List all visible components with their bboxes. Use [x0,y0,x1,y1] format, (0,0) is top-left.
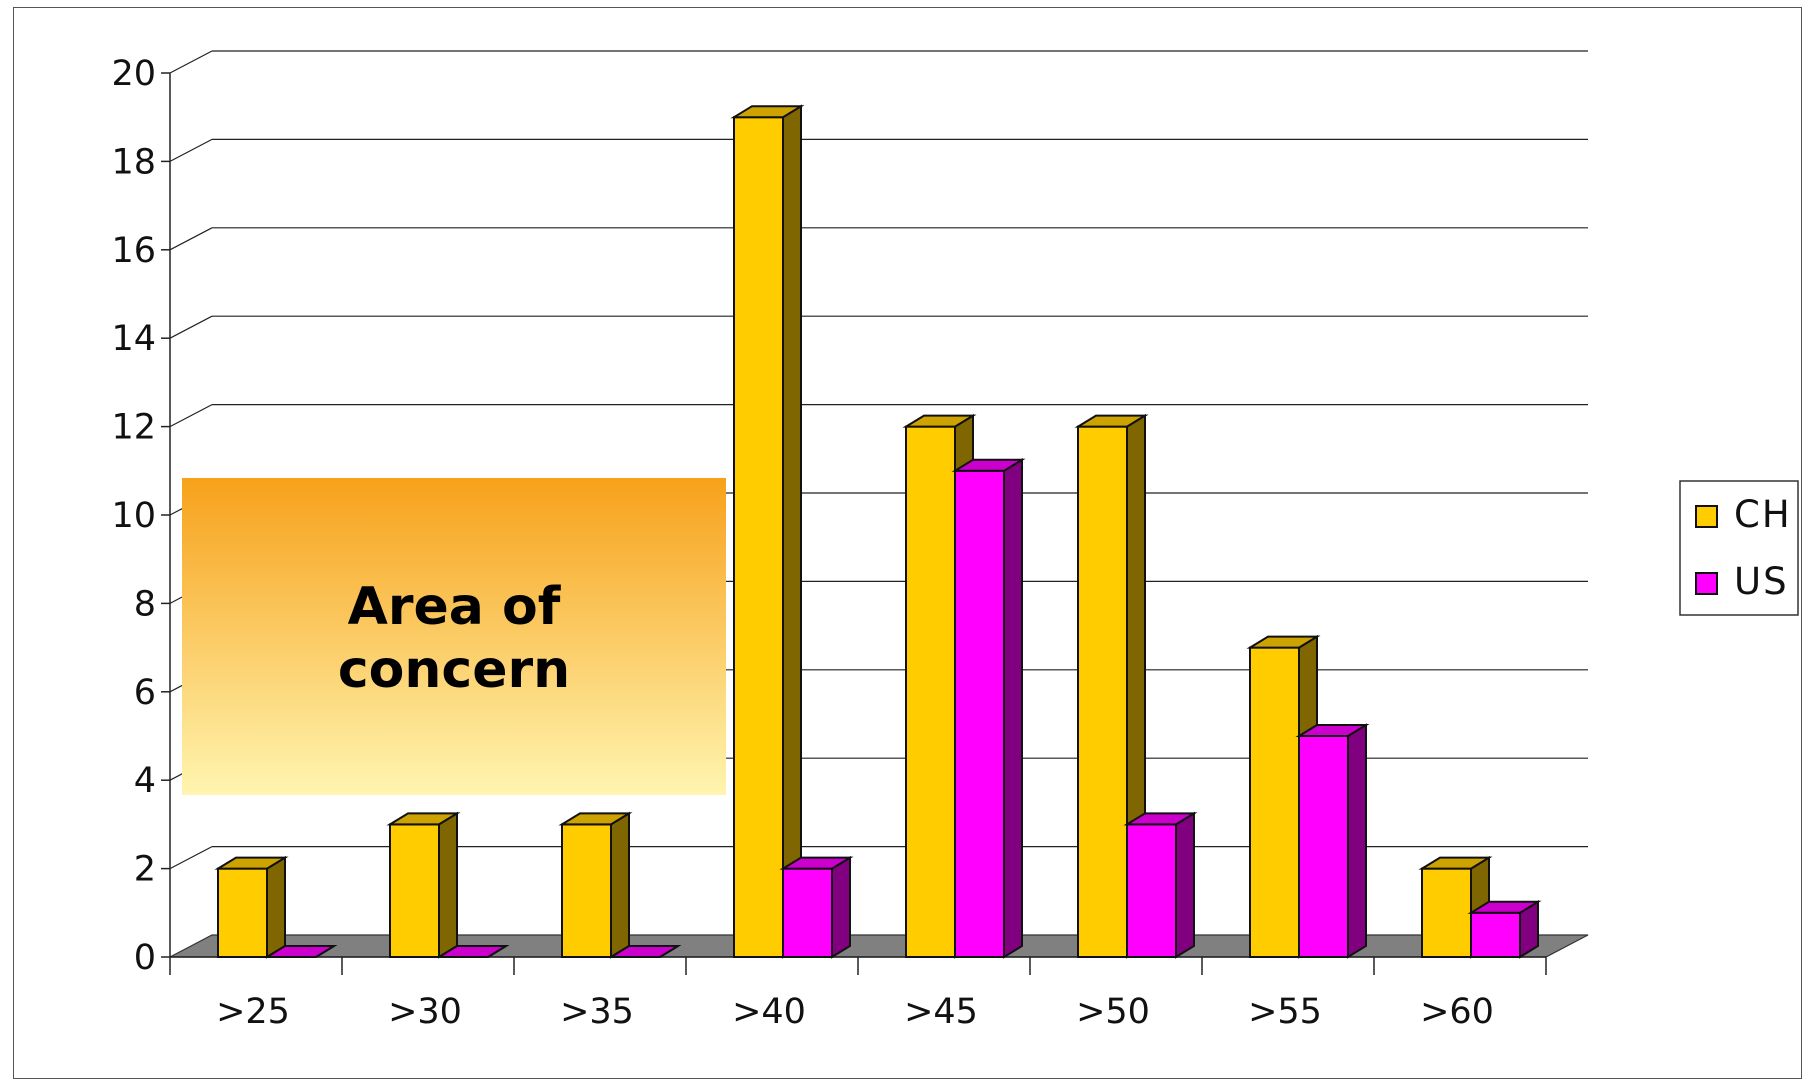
bar-front [954,469,1005,958]
bar-top [1246,635,1321,649]
y-tick-label: 10 [111,496,156,536]
bar-top [779,856,854,870]
bar-top [1418,856,1493,870]
bar-front [733,116,784,958]
y-tick-label: 18 [111,142,156,182]
y-tick-label: 20 [111,54,156,94]
x-tick-label: >40 [732,992,806,1032]
legend-swatch-ch [1695,505,1718,528]
gridline-side [169,138,213,162]
bar-top [1295,724,1370,737]
bar-us [1295,723,1370,959]
y-tick-label: 0 [134,938,156,978]
bar-front [1298,735,1349,958]
bar-us [1467,900,1542,959]
y-tick-label: 16 [111,231,156,271]
bar-top [558,812,633,826]
x-tick-label: >30 [388,992,462,1032]
bar-front [217,867,268,958]
bar-side [831,855,851,959]
bar-us [779,855,854,959]
gridline-side [169,846,213,870]
x-tick-label: >50 [1076,992,1150,1032]
bar-ch [730,104,805,959]
legend-swatch-us [1695,572,1718,595]
gridline-side [169,315,213,339]
y-tick-label: 2 [134,850,156,890]
y-tick-label: 4 [134,761,156,801]
x-tick-label: >35 [560,992,634,1032]
gridline-side [169,404,213,428]
bar-top [1074,414,1149,428]
x-tick-label: >25 [216,992,290,1032]
y-tick-label: 6 [134,673,156,713]
bar-us [263,945,338,958]
bar-front [1077,425,1128,959]
bar-side [1347,723,1367,959]
bar-side [782,104,802,959]
bar-us [435,945,510,958]
bar-top [435,945,510,958]
bar-ch [386,811,461,959]
area-of-concern-label: concern [338,640,570,700]
y-tick-label: 8 [134,584,156,624]
bar-top [386,812,461,826]
bar-top [1123,812,1198,826]
bar-side [1175,811,1195,959]
bar-top [902,414,977,428]
gridline-side [169,50,213,74]
chart-floor [169,934,1589,958]
area-of-concern-label: Area of [348,577,562,637]
bar-us [1123,811,1198,959]
bar-front [1421,867,1472,958]
bar-top [1467,900,1542,914]
bar-top [730,105,805,119]
bar-us [951,458,1026,959]
y-tick-label: 14 [111,319,156,359]
legend-label-ch: CH [1734,493,1792,536]
bar-front [561,823,612,959]
bar-front [905,425,956,959]
bar-side [1003,458,1023,959]
x-tick-label: >45 [904,992,978,1032]
bar-top [214,856,289,870]
bar-top [607,945,682,958]
x-tick-label: >55 [1248,992,1322,1032]
bar-top [951,458,1026,472]
bar-top [263,945,338,958]
bar-front [1126,823,1177,959]
y-tick-label: 12 [111,408,156,448]
bar-front [1470,911,1521,958]
x-tick-label: >60 [1420,992,1494,1032]
bar-front [782,867,833,958]
area-of-concern-box [182,478,726,795]
bar-front [389,823,440,959]
bar-side [610,811,630,959]
gridline-side [169,227,213,251]
bar-ch [214,855,289,959]
bar-us [607,945,682,958]
bar-front [1249,646,1300,958]
bar-ch [558,811,633,959]
bar-side [266,855,286,959]
legend-label-us: US [1734,560,1789,603]
bar-side [438,811,458,959]
